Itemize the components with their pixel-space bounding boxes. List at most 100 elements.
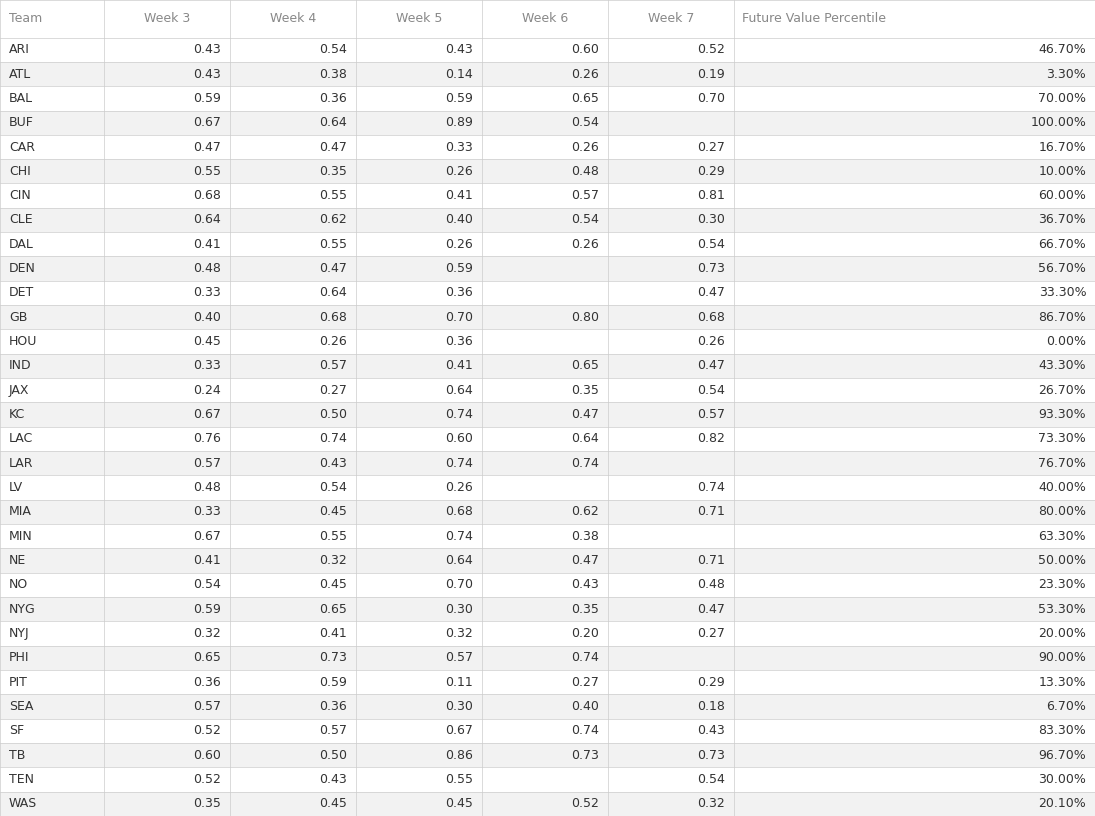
Text: 0.74: 0.74 [698,481,725,494]
Text: DET: DET [9,286,34,299]
Text: 0.36: 0.36 [446,335,473,348]
Text: 0.40: 0.40 [446,214,473,227]
Text: 0.48: 0.48 [572,165,599,178]
Bar [0,719,1095,743]
Text: 0.65: 0.65 [320,603,347,616]
Text: 30.00%: 30.00% [1038,773,1086,786]
Text: 0.64: 0.64 [446,554,473,567]
Bar [0,38,1095,62]
Text: 0.27: 0.27 [698,627,725,640]
Text: 6.70%: 6.70% [1047,700,1086,713]
Text: 0.54: 0.54 [320,481,347,494]
Text: 0.52: 0.52 [194,725,221,738]
Text: 0.45: 0.45 [320,505,347,518]
Text: 86.70%: 86.70% [1038,311,1086,324]
Text: 0.54: 0.54 [698,237,725,251]
Text: 0.62: 0.62 [320,214,347,227]
Bar [0,86,1095,110]
Text: 0.36: 0.36 [320,700,347,713]
Bar [0,330,1095,354]
Text: 46.70%: 46.70% [1038,43,1086,56]
Text: 83.30%: 83.30% [1038,725,1086,738]
Bar [0,305,1095,330]
Text: 0.41: 0.41 [446,189,473,202]
Bar [0,62,1095,86]
Text: 0.73: 0.73 [572,749,599,761]
Text: 0.55: 0.55 [193,165,221,178]
Text: 0.47: 0.47 [698,603,725,616]
Text: 0.74: 0.74 [320,432,347,446]
Text: 0.20: 0.20 [572,627,599,640]
Text: 76.70%: 76.70% [1038,457,1086,470]
Text: 0.45: 0.45 [320,579,347,592]
Text: CHI: CHI [9,165,31,178]
Text: DEN: DEN [9,262,36,275]
Text: 0.35: 0.35 [572,603,599,616]
Text: 0.33: 0.33 [194,286,221,299]
Text: 0.67: 0.67 [194,116,221,129]
Text: 0.55: 0.55 [319,530,347,543]
Text: NO: NO [9,579,28,592]
Text: Week 6: Week 6 [521,12,568,25]
Text: 0.57: 0.57 [445,651,473,664]
Text: 0.54: 0.54 [698,773,725,786]
Text: 0.68: 0.68 [194,189,221,202]
Text: PHI: PHI [9,651,30,664]
Text: 0.33: 0.33 [194,505,221,518]
Text: 0.54: 0.54 [572,116,599,129]
Text: 0.26: 0.26 [572,68,599,81]
Text: 0.32: 0.32 [446,627,473,640]
Text: 0.50: 0.50 [319,408,347,421]
Text: 0.32: 0.32 [698,797,725,810]
Text: 0.30: 0.30 [446,700,473,713]
Text: 0.74: 0.74 [446,530,473,543]
Text: 0.47: 0.47 [572,408,599,421]
Text: 0.67: 0.67 [194,530,221,543]
Text: 0.60: 0.60 [446,432,473,446]
Text: 66.70%: 66.70% [1038,237,1086,251]
Bar [0,256,1095,281]
Text: 0.43: 0.43 [194,43,221,56]
Text: 90.00%: 90.00% [1038,651,1086,664]
Text: CLE: CLE [9,214,33,227]
Text: 0.54: 0.54 [194,579,221,592]
Text: TB: TB [9,749,25,761]
Text: 0.74: 0.74 [572,651,599,664]
Text: MIN: MIN [9,530,33,543]
Text: 0.26: 0.26 [446,237,473,251]
Text: 96.70%: 96.70% [1038,749,1086,761]
Text: LAC: LAC [9,432,33,446]
Text: 0.70: 0.70 [696,92,725,104]
Text: 0.74: 0.74 [572,457,599,470]
Bar [0,476,1095,499]
Bar [0,524,1095,548]
Text: 0.26: 0.26 [572,237,599,251]
Text: 0.47: 0.47 [698,286,725,299]
Text: 0.35: 0.35 [194,797,221,810]
Bar [0,402,1095,427]
Text: 0.70: 0.70 [445,579,473,592]
Bar [0,622,1095,645]
Text: 63.30%: 63.30% [1039,530,1086,543]
Text: 0.32: 0.32 [320,554,347,567]
Text: 0.55: 0.55 [445,773,473,786]
Text: 23.30%: 23.30% [1039,579,1086,592]
Text: 0.27: 0.27 [698,140,725,153]
Text: 0.43: 0.43 [320,457,347,470]
Text: 0.30: 0.30 [698,214,725,227]
Bar [0,233,1095,256]
Text: 0.47: 0.47 [194,140,221,153]
Text: LV: LV [9,481,23,494]
Text: 56.70%: 56.70% [1038,262,1086,275]
Text: 60.00%: 60.00% [1038,189,1086,202]
Text: 0.48: 0.48 [698,579,725,592]
Text: 0.27: 0.27 [572,676,599,689]
Text: 0.76: 0.76 [194,432,221,446]
Text: 36.70%: 36.70% [1038,214,1086,227]
Text: 0.43: 0.43 [572,579,599,592]
Text: NE: NE [9,554,26,567]
Text: 0.74: 0.74 [572,725,599,738]
Text: HOU: HOU [9,335,37,348]
Bar [0,767,1095,792]
Text: 0.57: 0.57 [319,725,347,738]
